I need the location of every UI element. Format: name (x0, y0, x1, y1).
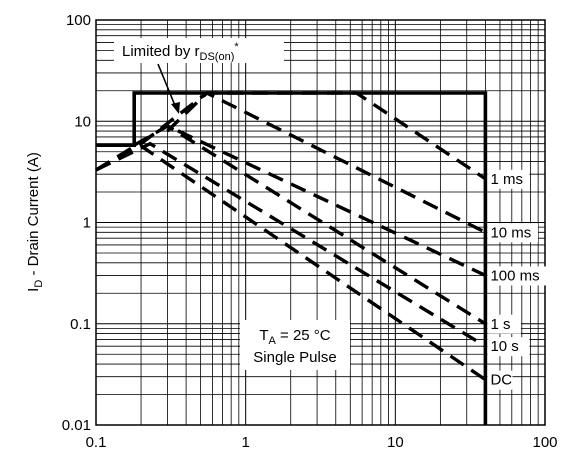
svg-text:Limited by rDS(on)*: Limited by rDS(on)* (122, 41, 239, 63)
y-axis-label: ID - Drain Current (A) (25, 152, 45, 292)
plot-frame (95, 19, 546, 426)
x-tick-label: 100 (532, 434, 557, 451)
conditions-annotation: TA = 25 °C Single Pulse (240, 320, 350, 370)
curve-label-bg (487, 337, 530, 357)
series-line-1-s (95, 123, 487, 326)
y-tick-label: 100 (66, 12, 91, 29)
y-tick-label: 0.1 (70, 316, 91, 333)
series-line-10-ms (140, 91, 487, 234)
limit-boundary-line (96, 91, 488, 425)
curve-label-10-ms: 10 ms (490, 224, 531, 241)
curve-label-dc: DC (490, 372, 512, 389)
x-tick-label: 0.1 (86, 434, 107, 451)
y-tick-label: 10 (74, 113, 91, 130)
curve-labels: 1 ms 10 ms 100 ms 1 s 10 s DC (487, 169, 547, 390)
svg-text:Single Pulse: Single Pulse (253, 349, 336, 366)
curve-label-bg (487, 223, 538, 243)
annotation-arrowhead (171, 102, 180, 114)
x-tick-label: 1 (241, 434, 249, 451)
curve-label-1-ms: 1 ms (490, 171, 523, 188)
curve-label-bg (487, 169, 530, 189)
curve-label-100-ms: 100 ms (490, 267, 539, 284)
limited-by-annotation: Limited by rDS(on)* (114, 38, 284, 114)
grid-lines (96, 20, 545, 425)
curve-label-bg (487, 370, 513, 390)
curve-label-1-s: 1 s (490, 316, 510, 333)
series-group (95, 91, 488, 425)
svg-text:TA = 25 °C: TA = 25 °C (259, 327, 330, 347)
y-tick-label: 0.01 (62, 417, 91, 434)
curve-label-bg (487, 266, 547, 286)
series-line-dc (95, 144, 487, 382)
curve-label-10-s: 10 s (490, 338, 518, 355)
x-tick-label: 10 (387, 434, 404, 451)
curve-label-bg (487, 314, 521, 334)
series-line-1-ms (166, 91, 487, 181)
series-line-10-s (95, 141, 487, 348)
annotation-arrow (157, 63, 177, 109)
y-tick-label: 1 (83, 215, 91, 232)
